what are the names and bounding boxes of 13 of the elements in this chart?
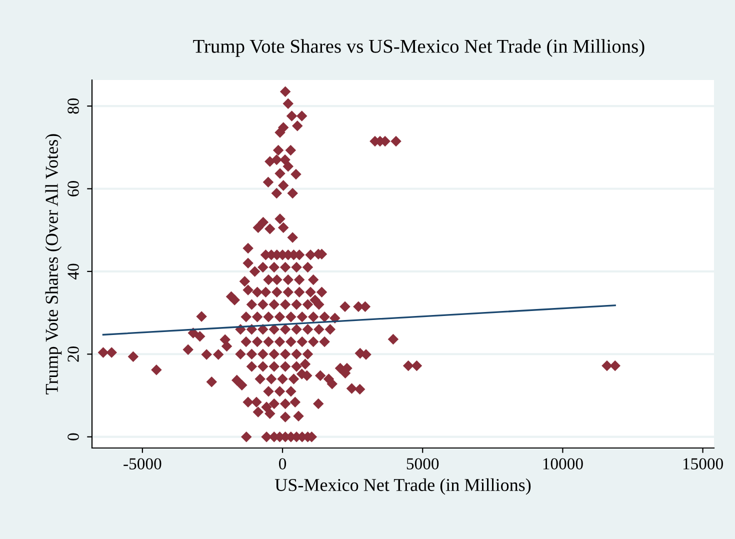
y-tick-label: 0 [68, 433, 79, 440]
x-tick-label: 10000 [543, 458, 583, 470]
y-tick-label: 20 [68, 346, 79, 362]
y-axis-title: Trump Vote Shares (Over All Votes) [45, 134, 62, 394]
y-tick-label: 80 [68, 98, 79, 114]
y-tick-label: 40 [68, 264, 79, 280]
y-tick-label: 60 [68, 181, 79, 196]
x-tick-label: 0 [278, 458, 286, 470]
x-tick-label: 15000 [683, 458, 723, 470]
x-axis-title: US-Mexico Net Trade (in Millions) [274, 478, 531, 495]
chart-title: Trump Vote Shares vs US-Mexico Net Trade (in Millions) [193, 39, 644, 57]
x-tick-label: -5000 [124, 458, 162, 470]
x-tick-label: 5000 [406, 458, 439, 470]
